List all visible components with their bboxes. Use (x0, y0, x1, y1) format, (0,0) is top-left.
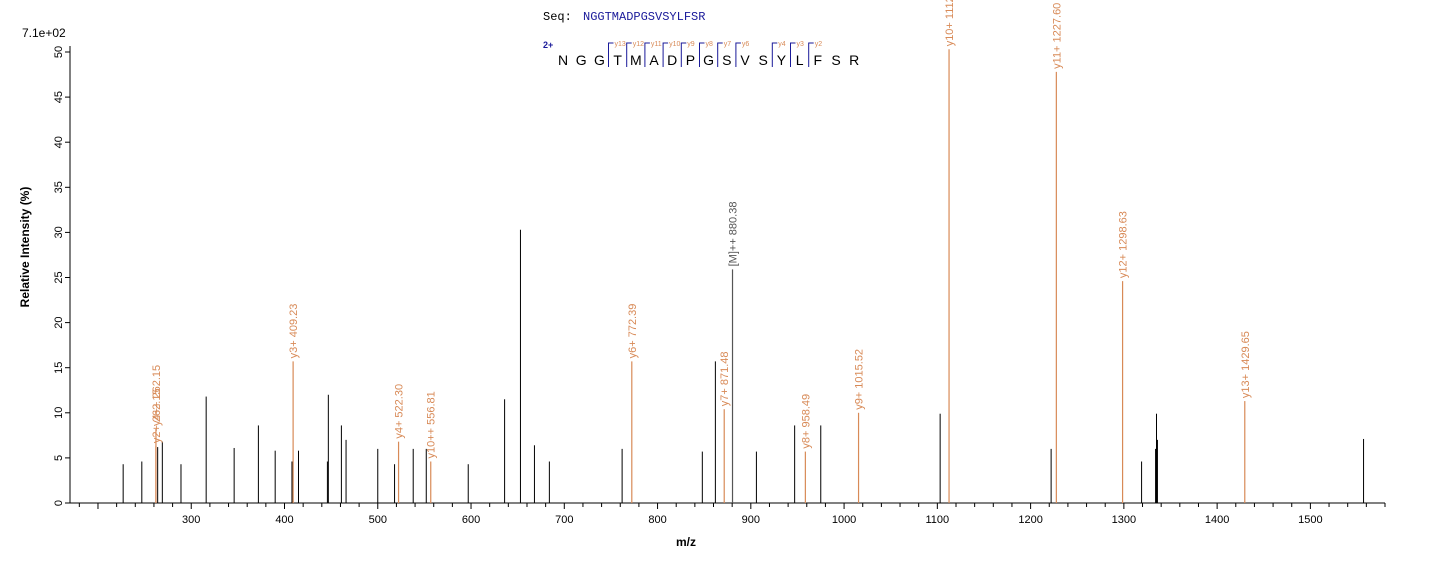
y-axis-title: Relative Intensity (%) (18, 187, 32, 308)
y-ion-label: y2 (815, 41, 823, 48)
residue: P (686, 52, 695, 68)
residue: T (613, 52, 622, 68)
y-ion-label: y7 (724, 41, 732, 48)
x-tick-label: 1500 (1298, 514, 1322, 526)
peak-label: y11+ 1227.60 (1051, 3, 1063, 69)
peak-label: y10++ 556.81 (426, 391, 438, 458)
y-tick-label: 10 (53, 407, 65, 419)
y-ion-label: y11 (651, 41, 662, 48)
x-tick-label: 1200 (1018, 514, 1042, 526)
residue: G (576, 52, 587, 68)
y-tick-label: 50 (53, 46, 65, 58)
x-tick-label: 500 (369, 514, 387, 526)
y-axis: 0 5 10 15 20 25 30 35 40 45 50 (53, 46, 71, 506)
x-tick-label: 700 (555, 514, 573, 526)
y-tick-label: 15 (53, 362, 65, 374)
y-tick-label: 45 (53, 91, 65, 103)
residue: S (831, 52, 840, 68)
residue: A (649, 52, 659, 68)
residue: G (594, 52, 605, 68)
charge-label: 2+ (543, 40, 553, 50)
y-ion-label: y4 (778, 41, 786, 48)
y-tick-label: 40 (53, 136, 65, 148)
residue: R (849, 52, 859, 68)
x-axis: 300 400 500 600 700 800 900 1000 1100 1200 1300 140… (70, 502, 1386, 526)
x-tick-label: 800 (648, 514, 666, 526)
residue: S (759, 52, 768, 68)
x-tick-label: 900 (742, 514, 760, 526)
y-ion-marker (662, 42, 669, 67)
peak-label: y10+ 1112.55 (944, 0, 956, 46)
residue: L (796, 52, 804, 68)
peak-label: [M]++ 880.38 (728, 202, 740, 267)
intensity-scale-label: 7.1e+02 (22, 26, 66, 40)
x-tick-label: 1400 (1205, 514, 1229, 526)
y-tick-label: 25 (53, 271, 65, 283)
y-ion-marker (717, 42, 723, 67)
y-ion-label: y3 (797, 41, 805, 48)
residue: S (722, 52, 731, 68)
peak-label: y6+ 772.39 (627, 304, 639, 359)
peak-label: y9+ 1015.52 (854, 349, 866, 410)
peak-label: y7+ 871.48 (719, 351, 731, 406)
residue: F (814, 52, 823, 68)
x-axis-title: m/z (676, 535, 696, 549)
y-ion-marker (771, 42, 778, 67)
y-ion-label: y6 (742, 41, 750, 48)
y-ion-label: y13 (615, 41, 626, 48)
y-ion-marker (680, 42, 687, 67)
x-tick-label: 300 (182, 514, 200, 526)
y-ion-marker (808, 42, 814, 67)
y-ion-marker (608, 42, 614, 67)
x-tick-label: 1300 (1112, 514, 1136, 526)
peak-label: y12+ 1298.63 (1118, 211, 1130, 278)
sequence-value: NGGTMADPGSVSYLFSR (583, 10, 705, 24)
y-ion-marker (790, 42, 796, 67)
y-ion-marker (626, 42, 632, 67)
peak-label: y8+ 958.49 (800, 394, 812, 449)
y-tick-label: 5 (53, 455, 65, 461)
sequence-label: Seq: (543, 10, 572, 24)
y-ion-label: y8 (706, 41, 714, 48)
y-ion-label: y9 (687, 41, 695, 48)
residue: N (558, 52, 568, 68)
y-tick-label: 20 (53, 316, 65, 328)
y-ion-marker (699, 42, 705, 67)
x-tick-label: 1100 (926, 514, 950, 526)
y-ion-label: y10 (669, 41, 680, 48)
y-ion-label: y12 (633, 41, 644, 48)
peak-label: y4+ 522.30 (394, 384, 406, 439)
peak-label: y13+ 1429.65 (1240, 331, 1252, 398)
residue: D (667, 52, 677, 68)
x-tick-label: 400 (275, 514, 293, 526)
x-tick-label: 1000 (832, 514, 856, 526)
peak-label: y4++ 262.15 (151, 365, 163, 426)
y-ion-marker (735, 42, 741, 67)
y-tick-label: 0 (53, 500, 65, 506)
x-tick-label: 600 (462, 514, 480, 526)
peak-label: y3+ 409.23 (288, 304, 300, 359)
residue: G (703, 52, 714, 68)
residue: V (740, 52, 750, 68)
residue: M (630, 52, 642, 68)
peaks (122, 49, 1365, 503)
residue: Y (777, 52, 787, 68)
y-ion-marker (644, 42, 650, 67)
peak-label: y2+ 262.15 (151, 388, 163, 443)
y-tick-label: 30 (53, 226, 65, 238)
y-tick-label: 35 (53, 181, 65, 193)
